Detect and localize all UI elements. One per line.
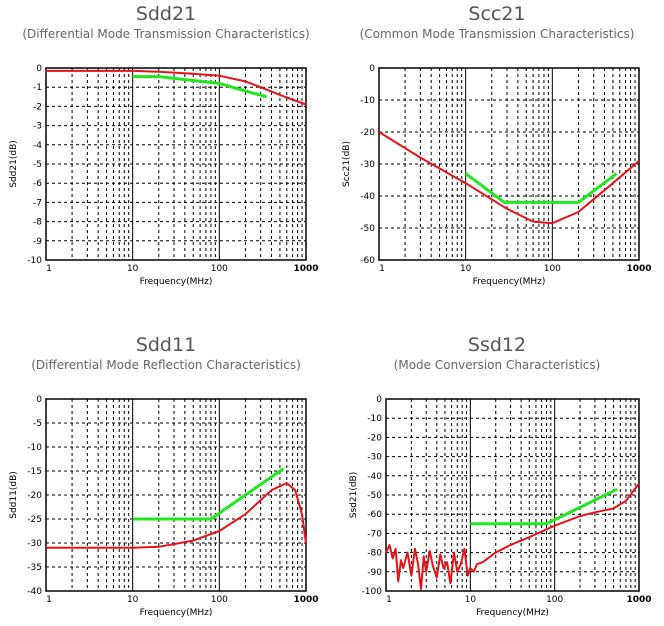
y-tick-label: -90 bbox=[367, 568, 382, 578]
y-tick-label: -10 bbox=[27, 256, 42, 266]
measured-curve bbox=[46, 482, 307, 549]
y-tick-label: -6 bbox=[33, 179, 42, 189]
y-axis-label: Ssd21(dB) bbox=[349, 472, 359, 518]
chart-subtitle: (Mode Conversion Characteristics) bbox=[394, 358, 601, 372]
y-axis-label: Scc21(dB) bbox=[342, 141, 352, 187]
measured-curve bbox=[46, 69, 307, 106]
x-tick-label: 1000 bbox=[293, 595, 318, 605]
x-tick-label: 100 bbox=[211, 264, 228, 274]
y-tick-label: -5 bbox=[33, 419, 42, 429]
grid bbox=[46, 399, 306, 591]
y-tick-label: -7 bbox=[33, 198, 42, 208]
y-tick-label: -80 bbox=[367, 549, 382, 559]
limit-line bbox=[132, 467, 285, 521]
y-tick-label: -1 bbox=[33, 83, 42, 93]
y-tick-label: -60 bbox=[360, 256, 375, 266]
y-tick-label: -8 bbox=[33, 218, 42, 228]
plot-frame bbox=[45, 67, 307, 261]
chart-sdd11: Sdd11 (Differential Mode Reflection Chara… bbox=[9, 334, 319, 618]
y-tick-label: -20 bbox=[367, 433, 382, 443]
y-tick-label: -100 bbox=[362, 587, 383, 597]
chart-scc21: Scc21 (Common Mode Transmission Character… bbox=[342, 3, 652, 287]
y-tick-label: -2 bbox=[33, 102, 42, 112]
plot-frame bbox=[385, 398, 640, 592]
y-tick-label: -30 bbox=[360, 160, 375, 170]
y-tick-label: -70 bbox=[367, 529, 382, 539]
x-tick-label: 1 bbox=[379, 264, 385, 274]
y-tick-label: 0 bbox=[369, 64, 375, 74]
y-tick-label: -35 bbox=[27, 563, 42, 573]
y-tick-label: -4 bbox=[33, 141, 42, 151]
limit-line bbox=[132, 75, 267, 99]
y-tick-label: -3 bbox=[33, 122, 42, 132]
y-tick-label: -40 bbox=[27, 587, 42, 597]
y-tick-label: -10 bbox=[367, 414, 382, 424]
y-tick-label: -30 bbox=[367, 453, 382, 463]
y-tick-label: -20 bbox=[27, 491, 42, 501]
y-tick-label: -30 bbox=[27, 539, 42, 549]
x-axis-label: Frequency(MHz) bbox=[140, 608, 213, 618]
y-tick-label: -15 bbox=[27, 467, 42, 477]
x-tick-label: 10 bbox=[127, 264, 139, 274]
chart-subtitle: (Differential Mode Reflection Characteri… bbox=[31, 358, 301, 372]
plot-frame bbox=[378, 67, 640, 261]
measured-curve bbox=[378, 131, 640, 225]
y-tick-label: 0 bbox=[36, 64, 42, 74]
limit-line bbox=[470, 487, 618, 526]
y-axis-label: Sdd21(dB) bbox=[9, 140, 19, 188]
y-tick-label: -20 bbox=[360, 128, 375, 138]
x-tick-label: 1 bbox=[46, 595, 52, 605]
y-tick-label: -5 bbox=[33, 160, 42, 170]
x-tick-label: 10 bbox=[127, 595, 139, 605]
x-tick-label: 1000 bbox=[293, 264, 318, 274]
x-tick-label: 100 bbox=[544, 264, 561, 274]
x-axis-label: Frequency(MHz) bbox=[476, 608, 549, 618]
x-tick-label: 100 bbox=[546, 595, 563, 605]
chart-subtitle: (Common Mode Transmission Characteristic… bbox=[360, 27, 635, 41]
x-tick-label: 10 bbox=[460, 264, 472, 274]
grid bbox=[46, 68, 306, 260]
grid bbox=[386, 399, 639, 591]
y-tick-label: 0 bbox=[376, 395, 382, 405]
y-axis-label: Sdd11(dB) bbox=[9, 471, 19, 519]
y-tick-label: -50 bbox=[367, 491, 382, 501]
chart-title: Sdd21 bbox=[136, 3, 196, 25]
chart-title: Scc21 bbox=[468, 3, 525, 25]
y-tick-label: -10 bbox=[360, 96, 375, 106]
x-tick-label: 1 bbox=[46, 264, 52, 274]
y-tick-label: -40 bbox=[360, 192, 375, 202]
grid bbox=[379, 68, 639, 260]
y-tick-label: -60 bbox=[367, 510, 382, 520]
chart-sdd21: Sdd21 (Differential Mode Transmission Cha… bbox=[9, 3, 319, 287]
y-tick-label: -10 bbox=[27, 443, 42, 453]
x-tick-label: 1000 bbox=[626, 264, 651, 274]
y-tick-label: 0 bbox=[36, 395, 42, 405]
y-tick-label: -40 bbox=[367, 472, 382, 482]
chart-subtitle: (Differential Mode Transmission Characte… bbox=[22, 27, 309, 41]
x-axis-label: Frequency(MHz) bbox=[473, 277, 546, 287]
plot-frame bbox=[45, 398, 307, 592]
x-axis-label: Frequency(MHz) bbox=[140, 277, 213, 287]
x-tick-label: 100 bbox=[211, 595, 228, 605]
chart-title: Ssd12 bbox=[468, 334, 526, 356]
x-tick-label: 10 bbox=[465, 595, 477, 605]
limit-line bbox=[464, 172, 618, 204]
x-tick-label: 1000 bbox=[626, 595, 651, 605]
measured-curve bbox=[385, 482, 640, 591]
y-tick-label: -25 bbox=[27, 515, 42, 525]
chart-ssd12: Ssd12 (Mode Conversion Characteristics) 0 -… bbox=[349, 334, 652, 618]
y-tick-label: -9 bbox=[33, 237, 42, 247]
x-tick-label: 1 bbox=[386, 595, 392, 605]
chart-title: Sdd11 bbox=[136, 334, 196, 356]
y-tick-label: -50 bbox=[360, 224, 375, 234]
